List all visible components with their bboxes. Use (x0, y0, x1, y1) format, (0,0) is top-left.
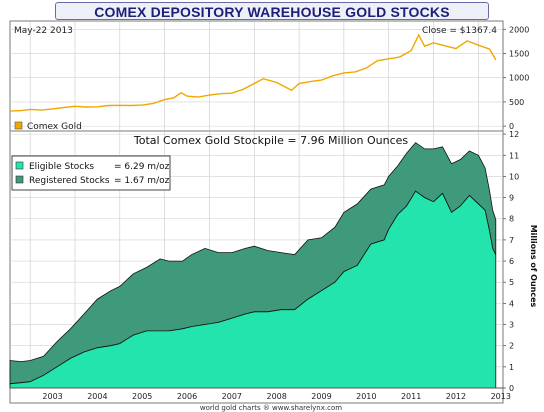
footer-credit: world gold charts ® www.sharelynx.com (200, 404, 342, 412)
price-line-group (9, 33, 497, 112)
stock-y-tick-label: 0 (509, 384, 514, 393)
x-tick-label: 2012 (446, 392, 466, 401)
eligible-stocks-area (9, 190, 497, 389)
stock-y-tick-label: 7 (509, 236, 514, 245)
price-date-label: May-22 2013 (14, 26, 73, 36)
axes: 2003 2004 2005 2006 2007 2008 2009 2010 2011 2012… (10, 25, 529, 401)
stocks-y-axis-title: Millions of Ounces (529, 225, 538, 308)
eligible-legend-swatch (15, 161, 24, 170)
stock-y-tick-label: 12 (509, 130, 519, 139)
stock-y-tick-label: 3 (509, 321, 514, 330)
x-tick-label: 2003 (42, 392, 62, 401)
price-y-tick-label: 1500 (509, 49, 529, 58)
price-y-tick-label: 2000 (509, 25, 529, 34)
x-tick-label: 2013 (491, 392, 511, 401)
price-legend-label: Comex Gold (27, 122, 82, 132)
price-close-label: Close = $1367.4 (422, 26, 497, 36)
x-tick-label: 2008 (266, 392, 286, 401)
stock-y-tick-label: 8 (509, 215, 514, 224)
x-tick-label: 2006 (177, 392, 197, 401)
stock-y-tick-label: 11 (509, 151, 519, 160)
stock-areas (9, 142, 497, 389)
x-tick-label: 2004 (87, 392, 107, 401)
price-y-tick-label: 500 (509, 98, 524, 107)
price-y-tick-label: 1000 (509, 74, 529, 83)
registered-legend-swatch (15, 175, 24, 184)
chart-title: COMEX DEPOSITORY WAREHOUSE GOLD STOCKS (94, 4, 450, 20)
price-grid (10, 22, 503, 130)
price-legend-swatch (14, 121, 23, 130)
eligible-legend-value: = 6.29 m/oz (114, 162, 170, 172)
registered-legend-value: = 1.67 m/oz (114, 176, 170, 186)
registered-legend-label: Registered Stocks (29, 176, 110, 186)
stockpile-title: Total Comex Gold Stockpile = 7.96 Millio… (133, 134, 409, 147)
gold-price-line (9, 33, 497, 112)
stock-y-tick-label: 1 (509, 363, 514, 372)
chart-title-box: COMEX DEPOSITORY WAREHOUSE GOLD STOCKS (55, 2, 489, 20)
x-tick-label: 2005 (132, 392, 152, 401)
stock-y-tick-label: 10 (509, 172, 519, 181)
x-tick-label: 2011 (401, 392, 421, 401)
stocks-legend-box (11, 155, 171, 191)
stock-y-tick-label: 9 (509, 194, 514, 203)
stock-y-tick-label: 5 (509, 278, 514, 287)
x-tick-label: 2010 (356, 392, 376, 401)
stock-y-tick-label: 6 (509, 257, 514, 266)
eligible-legend-label: Eligible Stocks (29, 162, 94, 172)
stock-y-tick-label: 4 (509, 299, 514, 308)
x-tick-label: 2007 (222, 392, 242, 401)
stock-y-tick-label: 2 (509, 342, 514, 351)
x-tick-label: 2009 (311, 392, 331, 401)
price-y-tick-label: 0 (509, 122, 514, 131)
